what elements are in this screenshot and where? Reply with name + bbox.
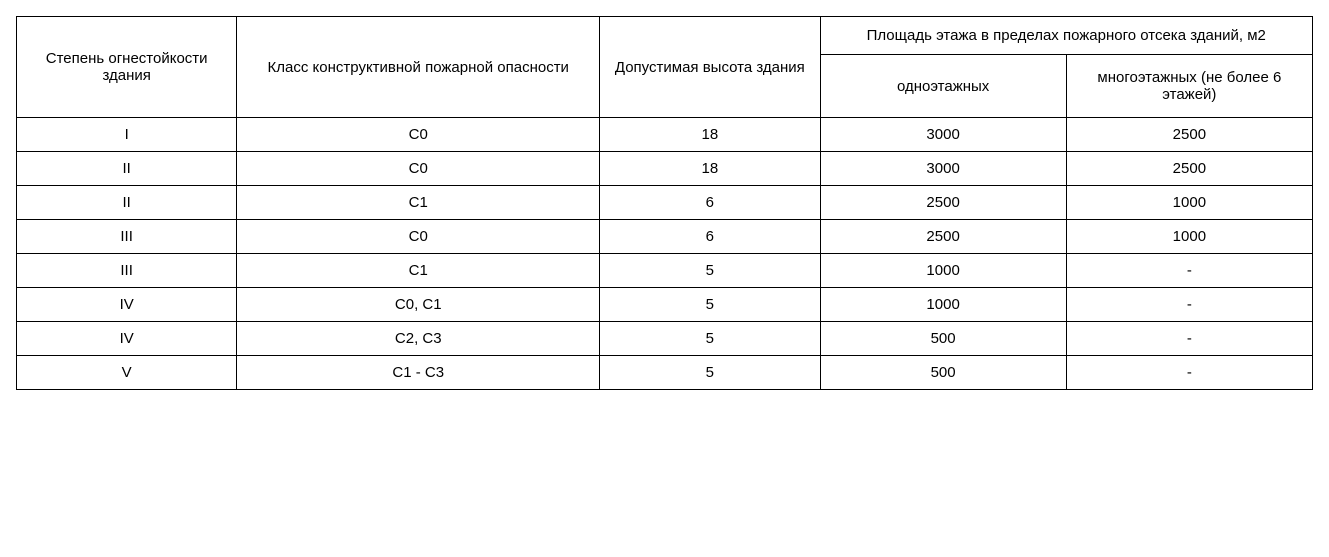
cell-degree: V (17, 356, 237, 390)
cell-degree: II (17, 186, 237, 220)
header-floor-area-group: Площадь этажа в пределах пожарного отсек… (820, 17, 1313, 55)
table-row: II С0 18 3000 2500 (17, 152, 1313, 186)
cell-degree: IV (17, 288, 237, 322)
cell-degree: IV (17, 322, 237, 356)
cell-height: 6 (600, 186, 820, 220)
cell-degree: III (17, 220, 237, 254)
cell-multi: 1000 (1066, 220, 1312, 254)
cell-multi: - (1066, 322, 1312, 356)
header-allowed-building-height: Допустимая высота здания (600, 17, 820, 118)
cell-height: 5 (600, 322, 820, 356)
cell-single: 500 (820, 322, 1066, 356)
header-structural-fire-hazard-class: Класс конструктивной пожарной опасности (237, 17, 600, 118)
cell-class: С1 - С3 (237, 356, 600, 390)
cell-height: 6 (600, 220, 820, 254)
cell-multi: 2500 (1066, 152, 1312, 186)
table-row: V С1 - С3 5 500 - (17, 356, 1313, 390)
cell-multi: 1000 (1066, 186, 1312, 220)
table-row: IV С0, С1 5 1000 - (17, 288, 1313, 322)
cell-degree: I (17, 118, 237, 152)
fire-resistance-table: Степень огнестойкости здания Класс конст… (16, 16, 1313, 390)
cell-single: 3000 (820, 152, 1066, 186)
table-body: I С0 18 3000 2500 II С0 18 3000 2500 II … (17, 118, 1313, 390)
cell-multi: - (1066, 356, 1312, 390)
table-row: IV С2, С3 5 500 - (17, 322, 1313, 356)
header-multi-story: многоэтажных (не более 6 этажей) (1066, 55, 1312, 118)
table-row: III С1 5 1000 - (17, 254, 1313, 288)
cell-class: С0 (237, 152, 600, 186)
table-row: II С1 6 2500 1000 (17, 186, 1313, 220)
table-header-row-1: Степень огнестойкости здания Класс конст… (17, 17, 1313, 55)
cell-height: 5 (600, 254, 820, 288)
header-fire-resistance-degree: Степень огнестойкости здания (17, 17, 237, 118)
cell-class: С0 (237, 220, 600, 254)
cell-degree: II (17, 152, 237, 186)
cell-class: С0 (237, 118, 600, 152)
table-row: I С0 18 3000 2500 (17, 118, 1313, 152)
cell-class: С1 (237, 186, 600, 220)
cell-single: 1000 (820, 254, 1066, 288)
cell-class: С0, С1 (237, 288, 600, 322)
cell-height: 18 (600, 118, 820, 152)
cell-single: 1000 (820, 288, 1066, 322)
cell-height: 18 (600, 152, 820, 186)
cell-single: 3000 (820, 118, 1066, 152)
cell-single: 2500 (820, 220, 1066, 254)
table-row: III С0 6 2500 1000 (17, 220, 1313, 254)
cell-height: 5 (600, 288, 820, 322)
cell-single: 2500 (820, 186, 1066, 220)
cell-single: 500 (820, 356, 1066, 390)
cell-height: 5 (600, 356, 820, 390)
cell-multi: - (1066, 288, 1312, 322)
cell-class: С2, С3 (237, 322, 600, 356)
table-header: Степень огнестойкости здания Класс конст… (17, 17, 1313, 118)
cell-degree: III (17, 254, 237, 288)
cell-multi: - (1066, 254, 1312, 288)
cell-class: С1 (237, 254, 600, 288)
header-single-story: одноэтажных (820, 55, 1066, 118)
cell-multi: 2500 (1066, 118, 1312, 152)
